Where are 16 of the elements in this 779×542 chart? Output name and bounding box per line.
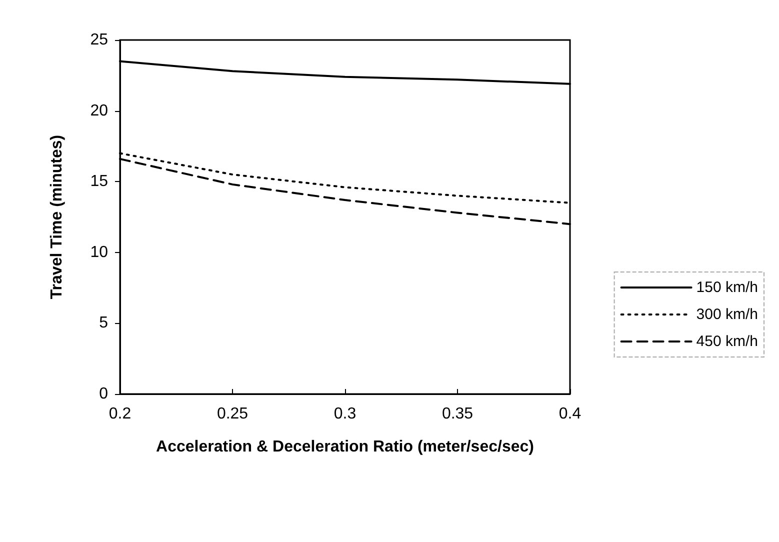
y-tick-label: 25 [90, 32, 108, 48]
y-tick-label: 5 [99, 314, 108, 332]
x-tick-label: 0.35 [442, 406, 474, 422]
legend-label: 450 km/h [696, 333, 758, 350]
x-tick-label: 0.2 [108, 406, 132, 422]
y-tick-label: 0 [99, 386, 108, 402]
y-tick-label: 10 [90, 244, 108, 261]
x-tick-label: 0.25 [216, 406, 248, 422]
y-axis-title: Travel Time (minutes) [48, 134, 66, 300]
x-axis-title: Acceleration & Deceleration Ratio (meter/sec/sec) [156, 438, 534, 456]
legend-label: 150 km/h [696, 279, 758, 296]
legend-label: 300 km/h [696, 306, 758, 323]
x-tick-label: 0.3 [334, 406, 356, 422]
y-tick-label: 20 [90, 102, 108, 120]
y-tick-label: 15 [90, 173, 108, 190]
x-tick-label: 0.4 [558, 406, 582, 422]
